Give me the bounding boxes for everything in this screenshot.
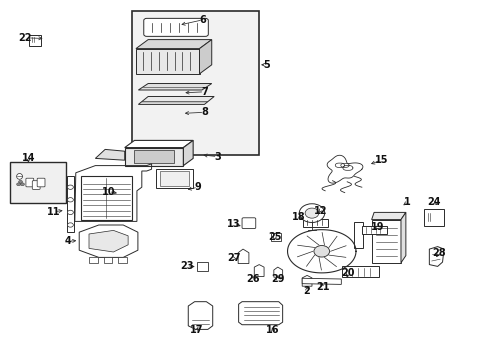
Polygon shape	[302, 278, 341, 284]
FancyBboxPatch shape	[196, 262, 208, 271]
Text: 19: 19	[370, 222, 384, 232]
Circle shape	[299, 204, 324, 222]
Bar	[81, 176, 132, 220]
Text: 25: 25	[267, 232, 281, 242]
Polygon shape	[67, 176, 74, 232]
Polygon shape	[134, 150, 173, 163]
Text: 15: 15	[374, 155, 387, 165]
Text: 22: 22	[19, 33, 32, 43]
Polygon shape	[138, 84, 211, 90]
Circle shape	[305, 208, 318, 218]
Text: 9: 9	[194, 182, 201, 192]
Polygon shape	[238, 249, 248, 264]
Text: 11: 11	[47, 207, 61, 217]
Bar	[10, 162, 66, 203]
Text: 29: 29	[270, 274, 284, 284]
Polygon shape	[118, 257, 127, 263]
Polygon shape	[287, 230, 355, 273]
Polygon shape	[273, 267, 282, 277]
Circle shape	[67, 210, 73, 215]
Bar	[156, 169, 193, 188]
Circle shape	[17, 183, 20, 186]
Text: 10: 10	[102, 186, 115, 197]
Text: 28: 28	[431, 248, 445, 258]
Polygon shape	[254, 265, 264, 276]
Text: 8: 8	[201, 107, 207, 117]
Bar	[342, 266, 378, 277]
Circle shape	[313, 246, 329, 257]
Text: 12: 12	[313, 206, 326, 216]
Text: 14: 14	[21, 153, 35, 163]
Text: 18: 18	[291, 212, 305, 222]
Polygon shape	[238, 302, 282, 325]
FancyBboxPatch shape	[143, 18, 208, 36]
Circle shape	[20, 183, 24, 186]
Ellipse shape	[17, 174, 22, 179]
Polygon shape	[302, 275, 311, 286]
FancyBboxPatch shape	[32, 181, 40, 189]
FancyBboxPatch shape	[29, 35, 41, 46]
Polygon shape	[95, 149, 124, 160]
Text: 3: 3	[214, 152, 221, 162]
Polygon shape	[136, 49, 199, 74]
Circle shape	[67, 185, 73, 189]
Polygon shape	[353, 222, 363, 248]
FancyBboxPatch shape	[242, 218, 255, 229]
Polygon shape	[79, 225, 138, 257]
Text: 17: 17	[189, 325, 203, 336]
FancyBboxPatch shape	[37, 178, 45, 187]
Polygon shape	[371, 220, 400, 263]
Polygon shape	[428, 247, 443, 266]
Polygon shape	[124, 148, 183, 166]
Polygon shape	[199, 40, 211, 74]
Polygon shape	[371, 212, 405, 220]
Circle shape	[67, 223, 73, 227]
Text: 21: 21	[315, 282, 329, 292]
Text: 1: 1	[403, 197, 410, 207]
Polygon shape	[103, 257, 112, 263]
FancyBboxPatch shape	[26, 178, 34, 187]
FancyBboxPatch shape	[424, 209, 443, 226]
Bar	[303, 219, 327, 227]
Text: 16: 16	[265, 325, 279, 336]
Text: 24: 24	[427, 197, 440, 207]
Text: 23: 23	[180, 261, 193, 271]
Polygon shape	[136, 40, 211, 49]
Text: 5: 5	[263, 60, 269, 70]
Text: 6: 6	[199, 15, 206, 25]
Polygon shape	[89, 257, 98, 263]
Polygon shape	[188, 302, 212, 329]
Text: 7: 7	[201, 87, 207, 97]
Circle shape	[19, 180, 22, 183]
Polygon shape	[400, 212, 405, 263]
Bar	[160, 171, 189, 186]
Polygon shape	[183, 140, 193, 166]
Circle shape	[67, 198, 73, 202]
Text: 20: 20	[341, 268, 354, 278]
Bar	[361, 226, 386, 234]
Text: 26: 26	[246, 274, 260, 284]
Text: 27: 27	[226, 253, 240, 264]
Text: 13: 13	[226, 219, 240, 229]
Bar	[132, 11, 259, 155]
Polygon shape	[124, 140, 193, 148]
Polygon shape	[271, 233, 281, 241]
Text: 2: 2	[303, 286, 310, 296]
Text: 4: 4	[65, 236, 72, 246]
Polygon shape	[138, 96, 214, 104]
Polygon shape	[89, 230, 128, 252]
